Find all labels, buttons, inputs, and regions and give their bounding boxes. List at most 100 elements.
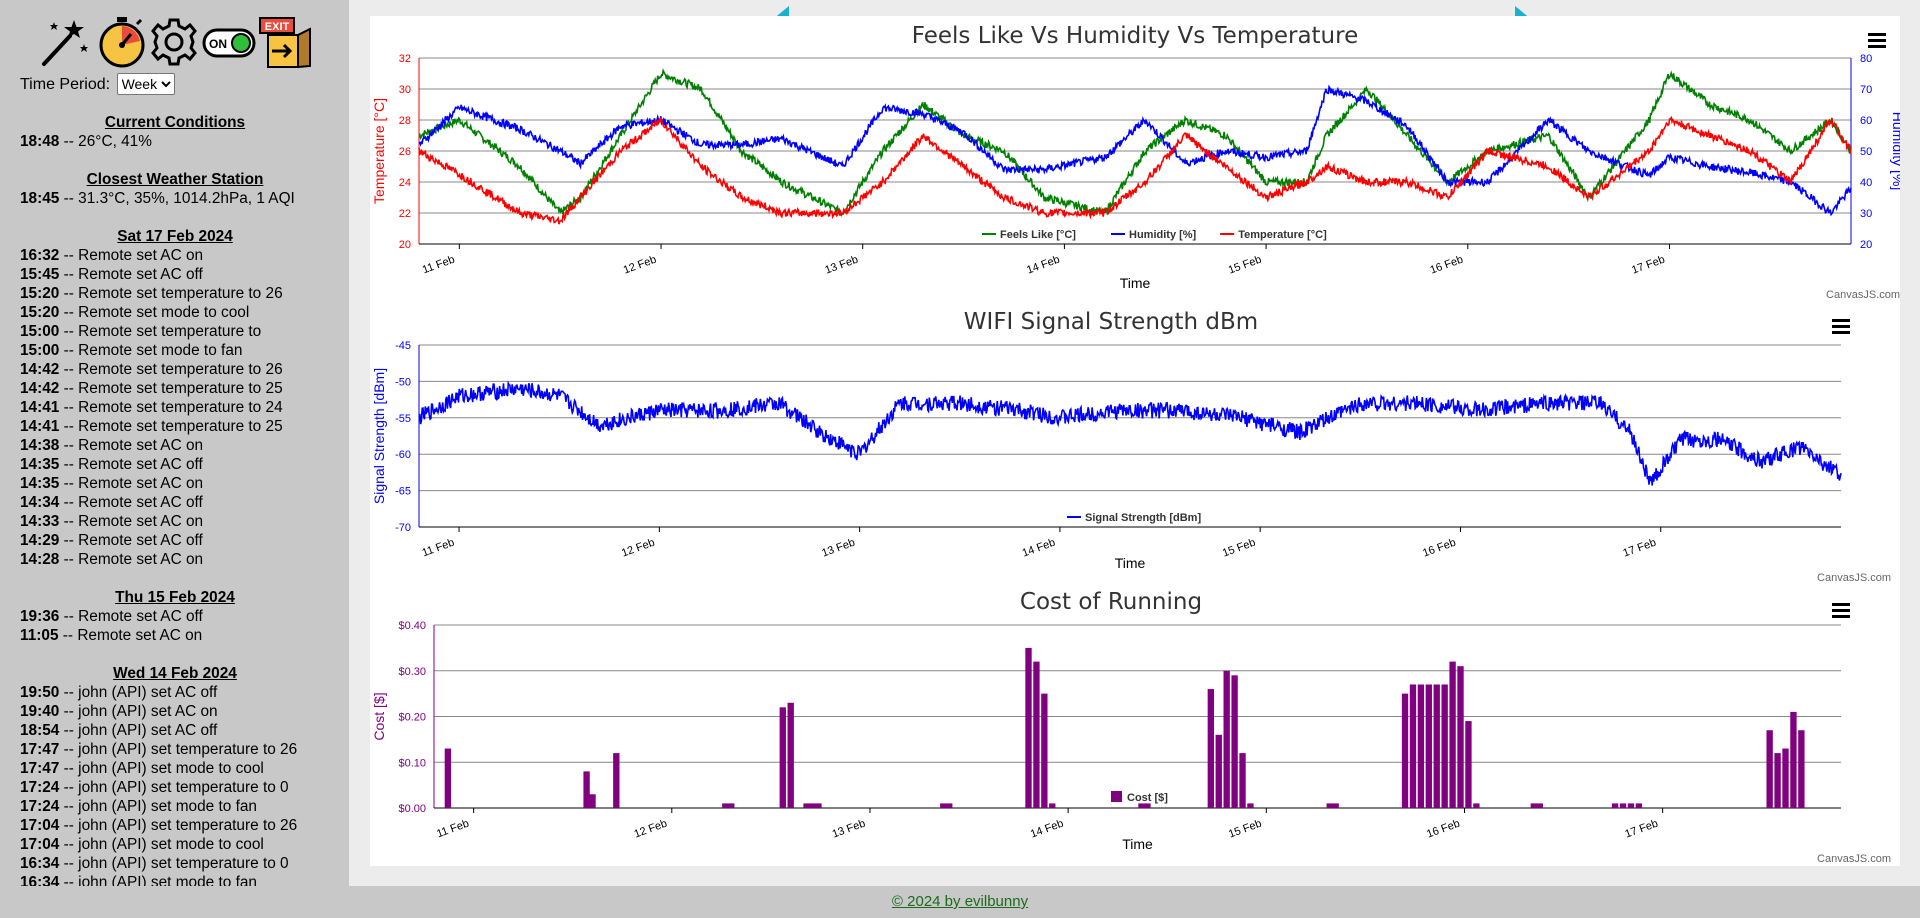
cost-bar [1473, 803, 1480, 808]
legend-item: Humidity [%] [1111, 229, 1197, 241]
y-tick-label: -55 [395, 413, 411, 425]
entry-time: 18:54 [20, 722, 60, 739]
entry-time: 15:00 [20, 323, 60, 340]
y-tick-label: -45 [395, 340, 411, 352]
canvasjs-credit: CanvasJS.com [1826, 289, 1900, 301]
entry-time: 17:47 [20, 760, 60, 777]
entry-time: 14:38 [20, 437, 60, 454]
cost-bar [1790, 711, 1797, 808]
log-entry: 14:42 -- Remote set temperature to 26 [20, 360, 330, 379]
log-entry: 14:42 -- Remote set temperature to 25 [20, 379, 330, 398]
y2-tick-label: 70 [1860, 84, 1872, 96]
entry-time: 18:48 [20, 133, 60, 150]
cost-bar [1611, 803, 1619, 808]
entry-text: -- Remote set temperature to 25 [59, 380, 283, 397]
x-tick-label: 13 Feb [823, 254, 859, 277]
cost-bar [1326, 803, 1333, 808]
canvasjs-credit: CanvasJS.com [1817, 572, 1891, 584]
y-tick-label: 22 [399, 208, 411, 220]
cost-bar [1409, 684, 1417, 808]
timer-icon[interactable] [96, 16, 148, 68]
menu-icon-bar [1832, 615, 1850, 618]
x-tick-label: 12 Feb [633, 818, 669, 841]
y-tick-label: 24 [399, 177, 411, 189]
cost-bar [1774, 753, 1781, 808]
entry-text: -- Remote set AC off [59, 494, 203, 511]
entry-text: -- john (API) set AC on [59, 703, 218, 720]
magic-wand-icon[interactable] [40, 16, 90, 68]
entry-time: 18:45 [20, 190, 60, 207]
entry-time: 14:42 [20, 361, 60, 378]
log-entry: 17:24 -- john (API) set mode to fan [20, 797, 330, 816]
cost-bar [1449, 661, 1456, 808]
menu-icon[interactable] [1832, 319, 1850, 334]
power-toggle-icon[interactable]: ON [202, 28, 256, 58]
x-tick-label: 17 Feb [1630, 254, 1666, 277]
log-entry: 19:50 -- john (API) set AC off [20, 683, 330, 702]
legend-item: Feels Like [°C] [982, 229, 1076, 241]
entry-time: 17:47 [20, 741, 60, 758]
legend-item: Temperature [°C] [1220, 229, 1327, 241]
menu-icon-bar [1832, 319, 1850, 322]
cost-chart: Cost of Running $0.00 $0.10 $0.20 $0.30 $0.40… [371, 589, 1891, 865]
x-tick-label: 16 Feb [1429, 254, 1465, 277]
entry-time: 16:32 [20, 247, 60, 264]
x-tick-label: 11 Feb [421, 537, 457, 560]
entry-text: -- Remote set temperature to 25 [59, 418, 283, 435]
y-tick-label: $0.40 [398, 620, 426, 632]
cost-bar [1627, 803, 1635, 808]
log-entry: 16:34 -- john (API) set mode to fan [20, 873, 330, 886]
series-signal-strength-dbm [418, 380, 1842, 486]
weather-station-heading: Closest Weather Station [86, 171, 264, 188]
x-tick-label: 13 Feb [831, 818, 867, 841]
y-tick-label: 30 [399, 84, 411, 96]
cost-bar [1207, 689, 1214, 808]
entry-text: -- john (API) set temperature to 26 [59, 817, 298, 834]
menu-icon-bar [1868, 33, 1886, 36]
log-entry: 15:00 -- Remote set mode to fan [20, 341, 330, 360]
entry-text: -- Remote set AC on [59, 551, 204, 568]
entry-text: -- 26°C, 41% [59, 133, 152, 150]
cost-bar [1635, 803, 1643, 808]
series-temperature-c [418, 115, 1852, 225]
series-cost [444, 647, 1805, 808]
legend-label: Cost [$] [1127, 792, 1168, 804]
menu-icon[interactable] [1832, 603, 1850, 618]
y-tick-label: 20 [399, 239, 411, 251]
x-axis-title: Time [1120, 275, 1151, 291]
log-entry: 17:04 -- john (API) set mode to cool [20, 835, 330, 854]
menu-icon[interactable] [1868, 33, 1886, 48]
y-tick-label: -60 [395, 449, 411, 461]
entry-time: 14:35 [20, 456, 60, 473]
entry-time: 17:24 [20, 798, 60, 815]
footer-link[interactable]: © 2024 by evilbunny [891, 893, 1029, 910]
log-entry: 14:34 -- Remote set AC off [20, 493, 330, 512]
cost-bar [1798, 730, 1805, 808]
log-entry: 17:24 -- john (API) set temperature to 0 [20, 778, 330, 797]
entry-time: 17:04 [20, 836, 60, 853]
entry-time: 15:45 [20, 266, 60, 283]
entry-time: 14:41 [20, 418, 60, 435]
cost-bar [1231, 675, 1238, 808]
log-entry: 19:36 -- Remote set AC off [20, 607, 330, 626]
entry-time: 14:42 [20, 380, 60, 397]
log-entry: 18:54 -- john (API) set AC off [20, 721, 330, 740]
y-axis-title: Signal Strength [dBm] [371, 368, 387, 504]
x-tick-label: 17 Feb [1621, 537, 1657, 560]
x-tick-label: 16 Feb [1421, 537, 1457, 560]
time-period-select[interactable]: Week [116, 73, 175, 95]
gear-icon[interactable] [148, 16, 200, 68]
y-tick-label: $0.00 [398, 803, 426, 815]
footer: © 2024 by evilbunny [0, 886, 1920, 918]
log-entry: 14:33 -- Remote set AC on [20, 512, 330, 531]
menu-icon-bar [1832, 609, 1850, 612]
y2-tick-label: 40 [1860, 177, 1872, 189]
x-tick-label: 15 Feb [1227, 254, 1263, 277]
y-tick-label: 28 [399, 115, 411, 127]
y2-tick-label: 80 [1860, 53, 1872, 65]
cost-bar [1138, 803, 1145, 808]
x-tick-label: 14 Feb [1029, 818, 1065, 841]
exit-icon[interactable]: EXIT [258, 16, 314, 68]
legend-label: Feels Like [°C] [1000, 229, 1076, 241]
cost-bar [1239, 753, 1246, 808]
